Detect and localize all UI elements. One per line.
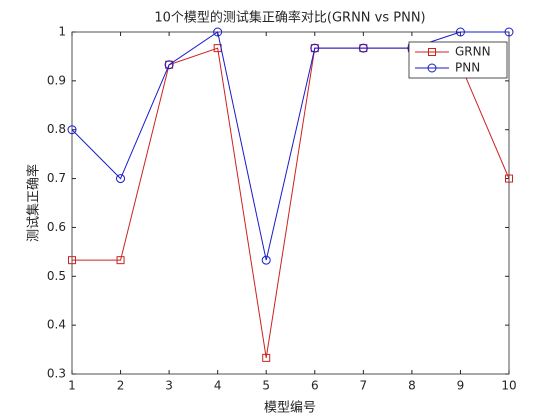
y-tick-label: 0.9 (47, 73, 66, 87)
y-tick-label: 0.3 (47, 367, 66, 381)
x-tick-label: 7 (360, 379, 368, 393)
marker (164, 60, 174, 70)
marker (358, 43, 368, 53)
marker (455, 27, 465, 37)
marker (116, 174, 126, 184)
x-tick-label: 5 (262, 379, 270, 393)
y-tick-label: 0.5 (47, 269, 66, 283)
legend-label: GRNN (455, 45, 491, 59)
y-tick-label: 0.8 (47, 122, 66, 136)
legend-marker (427, 63, 437, 73)
y-tick-label: 1 (58, 25, 66, 39)
x-tick-label: 2 (117, 379, 125, 393)
chart-title: 10个模型的测试集正确率对比(GRNN vs PNN) (154, 10, 425, 26)
x-tick-label: 3 (165, 379, 173, 393)
x-tick-label: 1 (68, 379, 76, 393)
y-tick-label: 0.6 (47, 220, 66, 234)
y-axis-label: 测试集正确率 (26, 164, 42, 242)
marker (504, 27, 514, 37)
legend-marker (428, 48, 436, 56)
x-axis-label: 模型编号 (264, 401, 316, 416)
legend-box (408, 41, 508, 79)
y-tick-label: 0.4 (47, 318, 66, 332)
marker (68, 256, 76, 265)
marker (67, 125, 77, 135)
marker (505, 174, 513, 183)
marker (261, 255, 271, 265)
marker (262, 353, 271, 362)
x-tick-label: 4 (214, 379, 222, 393)
marker (116, 256, 125, 265)
marker (213, 27, 223, 37)
legend-label: PNN (455, 61, 480, 75)
y-tick-label: 0.7 (47, 171, 66, 185)
marker (310, 43, 320, 53)
x-tick-label: 6 (311, 379, 319, 393)
x-tick-label: 8 (408, 379, 416, 393)
x-tick-label: 10 (501, 379, 516, 393)
series-line (71, 31, 509, 261)
x-tick-label: 9 (457, 379, 465, 393)
